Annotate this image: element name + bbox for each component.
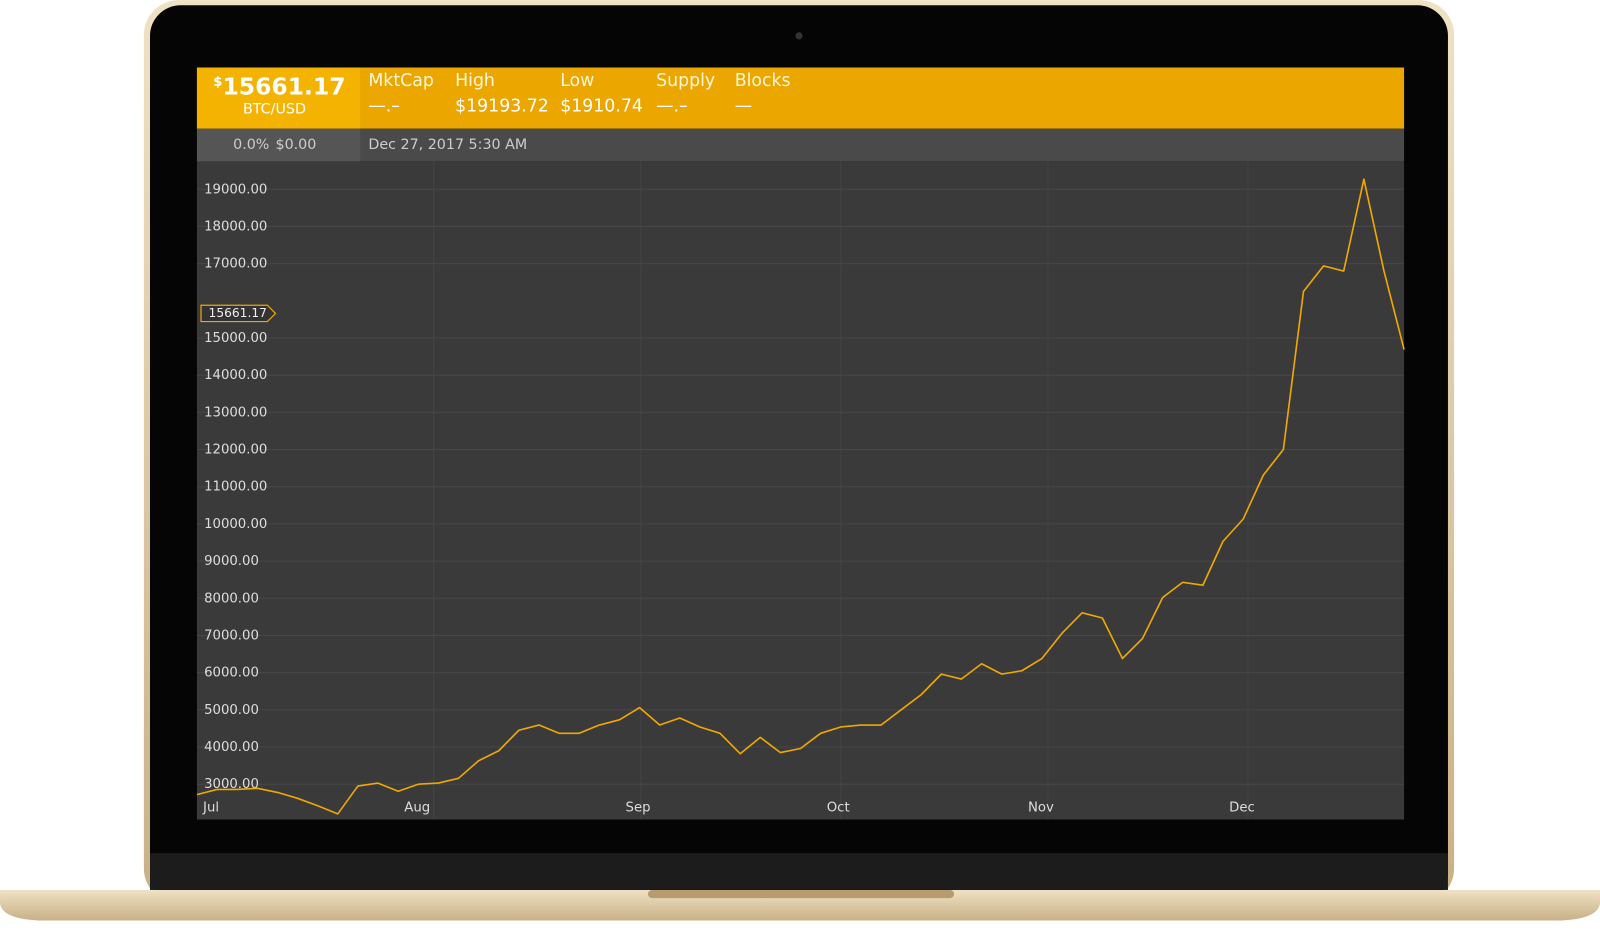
plot-area: [196, 161, 1405, 820]
stat-value: $19193.72: [455, 96, 549, 116]
x-tick-label: Sep: [626, 800, 651, 815]
stat-label: High: [455, 71, 495, 91]
stat-label: MktCap: [368, 71, 434, 91]
price-line: [196, 178, 1405, 815]
stat-value: $1910.74: [560, 96, 643, 116]
currency-symbol: $: [213, 75, 222, 90]
pair: BTC/USD: [243, 101, 306, 117]
y-tick-label: 15000.00: [204, 331, 267, 346]
y-tick-label: 18000.00: [204, 219, 267, 234]
x-tick-label: Nov: [1028, 800, 1054, 815]
price: 15661.17: [222, 72, 345, 100]
y-tick-label: 4000.00: [204, 740, 259, 755]
y-tick-label: 14000.00: [204, 368, 267, 383]
current-price-marker: [200, 304, 277, 323]
y-tick-label: 6000.00: [204, 666, 259, 681]
stat-value: —.–: [656, 96, 688, 116]
plot: 3000.004000.005000.006000.007000.008000.…: [196, 178, 1405, 815]
stat-label: Low: [560, 71, 594, 91]
change-percent: 0.0%: [233, 137, 269, 153]
stats: MktCap —.– High $19193.72 Low $1910.74 Supply —…: [368, 71, 790, 117]
base-notch: [647, 889, 955, 899]
current-price-label: 15661.17: [209, 306, 267, 320]
change-block: [196, 128, 361, 162]
y-tick-label: 17000.00: [204, 257, 267, 272]
price-block: [196, 67, 361, 129]
y-tick-label: 11000.00: [204, 480, 267, 495]
y-tick-label: 19000.00: [204, 182, 267, 197]
bezel-bottom: [150, 853, 1448, 890]
y-tick-label: 9000.00: [204, 554, 259, 569]
stat-label: Blocks: [735, 71, 791, 91]
info-bar: [196, 128, 1405, 162]
y-tick-label: 13000.00: [204, 405, 267, 420]
y-tick-label: 7000.00: [204, 628, 259, 643]
x-tick-label: Aug: [404, 800, 430, 815]
x-tick-label: Jul: [202, 800, 219, 815]
camera: [795, 32, 803, 40]
stat-label: Supply: [656, 71, 715, 91]
timestamp: Dec 27, 2017 5:30 AM: [368, 137, 527, 153]
stat-value: —.–: [368, 96, 400, 116]
laptop-base: [0, 889, 1600, 921]
y-tick-label: 10000.00: [204, 517, 267, 532]
y-tick-label: 5000.00: [204, 703, 259, 718]
stat-value: —: [735, 96, 752, 116]
y-tick-label: 12000.00: [204, 443, 267, 458]
header-bar: [196, 67, 1405, 129]
x-tick-label: Oct: [827, 800, 850, 815]
y-tick-label: 8000.00: [204, 591, 259, 606]
x-tick-label: Dec: [1229, 800, 1255, 815]
change-amount: $0.00: [276, 137, 317, 153]
